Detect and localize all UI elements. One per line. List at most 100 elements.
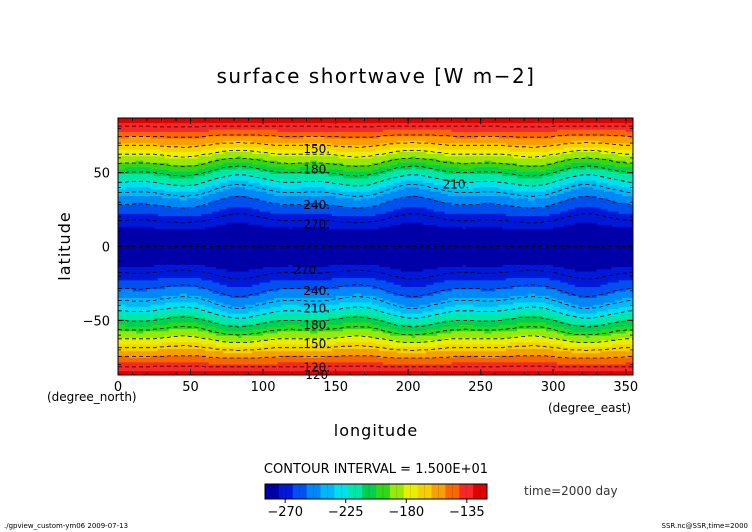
field-cell xyxy=(154,133,159,137)
field-cell xyxy=(176,328,181,332)
field-cell xyxy=(132,206,137,210)
field-cell xyxy=(143,255,148,259)
field-cell xyxy=(150,321,155,325)
field-cell xyxy=(176,219,181,223)
field-cell xyxy=(165,343,170,347)
field-cell xyxy=(132,339,137,343)
field-cell xyxy=(143,177,148,181)
field-cell xyxy=(121,173,126,177)
field-cell xyxy=(176,253,181,256)
field-cell xyxy=(139,151,144,155)
field-cell xyxy=(157,339,163,343)
field-cell xyxy=(147,324,152,327)
field-cell xyxy=(161,228,166,232)
field-cell xyxy=(147,335,152,338)
field-cell xyxy=(161,235,166,239)
field-cell xyxy=(121,250,126,254)
field-cell xyxy=(118,208,123,212)
field-cell xyxy=(139,230,144,234)
field-cell xyxy=(136,166,141,170)
field-cell xyxy=(118,264,123,268)
field-cell xyxy=(165,244,170,248)
field-cell xyxy=(157,237,163,241)
field-cell xyxy=(147,288,152,292)
field-cell xyxy=(168,208,173,212)
field-cell xyxy=(176,315,181,318)
field-cell xyxy=(143,180,148,183)
field-cell xyxy=(161,122,166,126)
field-cell xyxy=(147,266,152,270)
field-cell xyxy=(121,208,126,212)
field-cell xyxy=(161,270,166,274)
field-cell xyxy=(176,363,181,367)
field-cell xyxy=(165,277,170,281)
field-cell xyxy=(179,191,184,194)
field-cell xyxy=(147,197,152,201)
field-cell xyxy=(121,186,126,190)
field-cell xyxy=(161,284,166,287)
field-cell xyxy=(128,293,134,296)
field-cell xyxy=(168,129,173,132)
field-cell xyxy=(121,129,126,132)
field-cell xyxy=(147,233,152,237)
field-cell xyxy=(150,301,155,305)
field-cell xyxy=(139,288,144,292)
field-cell xyxy=(139,343,144,347)
field-cell xyxy=(161,343,166,347)
field-cell xyxy=(157,279,163,283)
field-cell xyxy=(157,142,163,146)
field-cell xyxy=(147,244,152,248)
field-cell xyxy=(172,129,177,132)
field-cell xyxy=(179,244,184,248)
field-cell xyxy=(128,171,134,174)
field-cell xyxy=(183,332,188,336)
field-cell xyxy=(147,153,152,157)
field-cell xyxy=(157,129,163,132)
field-cell xyxy=(139,246,144,250)
field-cell xyxy=(136,224,141,228)
field-cell xyxy=(150,248,155,252)
field-cell xyxy=(161,244,166,248)
field-cell xyxy=(125,239,130,243)
field-cell xyxy=(121,277,126,281)
field-cell xyxy=(132,230,137,234)
field-cell xyxy=(150,341,155,345)
field-cell xyxy=(147,264,152,268)
field-cell xyxy=(118,151,123,155)
field-cell xyxy=(143,226,148,230)
field-cell xyxy=(176,279,181,283)
field-cell xyxy=(165,197,170,201)
field-cell xyxy=(118,250,123,254)
field-cell xyxy=(183,343,188,347)
field-cell xyxy=(172,250,177,254)
field-cell xyxy=(128,177,134,181)
field-cell xyxy=(143,319,148,323)
field-cell xyxy=(128,363,134,367)
field-cell xyxy=(136,133,141,137)
field-cell xyxy=(176,180,181,183)
field-cell xyxy=(132,357,137,361)
field-cell xyxy=(157,288,163,292)
field-cell xyxy=(150,346,155,350)
field-cell xyxy=(161,173,166,177)
field-cell xyxy=(118,297,123,301)
field-cell xyxy=(161,206,166,210)
field-cell xyxy=(150,168,155,172)
field-cell xyxy=(179,319,184,323)
field-cell xyxy=(147,195,152,199)
field-cell xyxy=(172,290,177,294)
field-cell xyxy=(150,339,155,343)
field-cell xyxy=(121,144,126,148)
field-cell xyxy=(165,213,170,217)
field-cell xyxy=(136,290,141,294)
field-cell xyxy=(118,120,123,124)
field-cell xyxy=(118,168,123,172)
field-cell xyxy=(154,184,159,188)
field-cell xyxy=(128,219,134,223)
field-cell xyxy=(132,155,137,159)
field-cell xyxy=(168,137,173,141)
field-cell xyxy=(128,312,134,316)
field-cell xyxy=(136,308,141,312)
field-cell xyxy=(172,202,177,206)
field-cell xyxy=(154,135,159,139)
